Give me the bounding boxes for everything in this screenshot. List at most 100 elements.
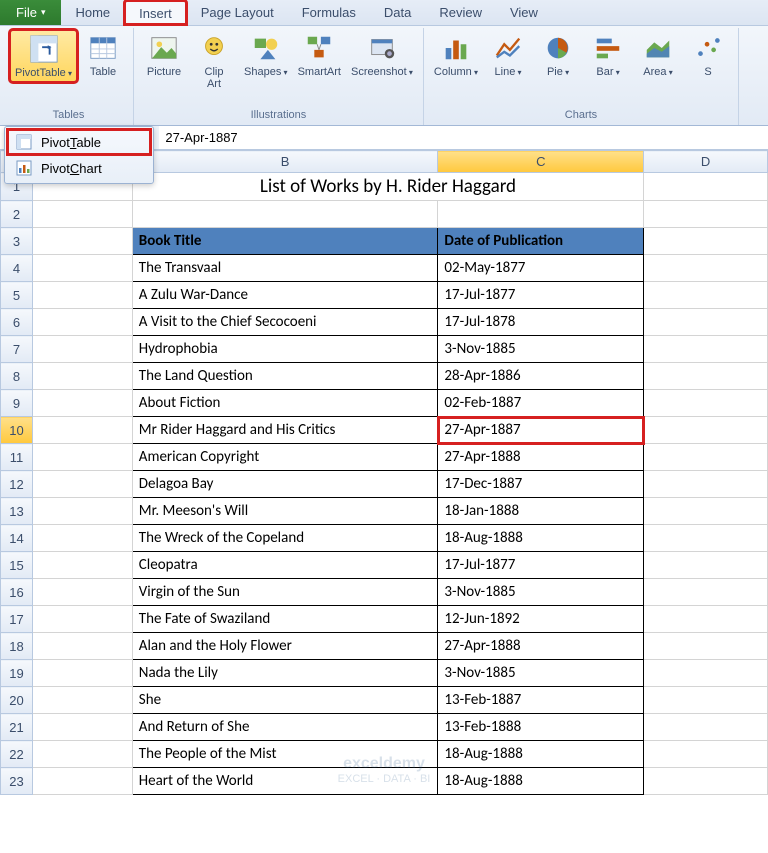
row-header-15[interactable]: 15 [1, 552, 33, 579]
cell[interactable] [644, 768, 768, 795]
cell[interactable] [644, 363, 768, 390]
cell[interactable] [32, 309, 132, 336]
cell[interactable] [644, 390, 768, 417]
row-header-19[interactable]: 19 [1, 660, 33, 687]
cell[interactable] [644, 606, 768, 633]
cell[interactable] [32, 471, 132, 498]
cell[interactable] [644, 336, 768, 363]
table-cell[interactable]: 3-Nov-1885 [438, 660, 644, 687]
bar-button[interactable]: Bar [584, 30, 632, 80]
table-cell[interactable]: Mr Rider Haggard and His Critics [132, 417, 438, 444]
cell[interactable] [644, 417, 768, 444]
tab-formulas[interactable]: Formulas [288, 0, 370, 25]
tab-review[interactable]: Review [425, 0, 496, 25]
cell[interactable] [32, 525, 132, 552]
cell[interactable] [32, 660, 132, 687]
cell[interactable] [32, 552, 132, 579]
cell[interactable] [32, 741, 132, 768]
cell[interactable] [644, 471, 768, 498]
table-cell[interactable]: A Visit to the Chief Secocoeni [132, 309, 438, 336]
table-cell[interactable]: About Fiction [132, 390, 438, 417]
table-cell[interactable]: Cleopatra [132, 552, 438, 579]
table-cell[interactable]: Alan and the Holy Flower [132, 633, 438, 660]
dropdown-pivottable[interactable]: PivotTable [7, 129, 151, 155]
cell[interactable] [644, 714, 768, 741]
cell[interactable] [644, 173, 768, 201]
row-header-20[interactable]: 20 [1, 687, 33, 714]
row-header-17[interactable]: 17 [1, 606, 33, 633]
table-cell[interactable]: Nada the Lily [132, 660, 438, 687]
row-header-14[interactable]: 14 [1, 525, 33, 552]
table-cell[interactable]: And Return of She [132, 714, 438, 741]
row-header-7[interactable]: 7 [1, 336, 33, 363]
table-button[interactable]: Table [79, 30, 127, 82]
table-cell[interactable]: 02-Feb-1887 [438, 390, 644, 417]
cell[interactable] [32, 444, 132, 471]
line-button[interactable]: Line [484, 30, 532, 80]
table-cell[interactable]: 18-Aug-1888 [438, 768, 644, 795]
table-header[interactable]: Book Title [132, 228, 438, 255]
cell[interactable] [438, 201, 644, 228]
table-cell[interactable]: 17-Dec-1887 [438, 471, 644, 498]
cell[interactable] [644, 228, 768, 255]
table-cell[interactable]: 13-Feb-1887 [438, 687, 644, 714]
table-cell[interactable]: 02-May-1877 [438, 255, 644, 282]
clipart-button[interactable]: ClipArt [190, 30, 238, 92]
cell[interactable] [644, 687, 768, 714]
cell[interactable] [644, 309, 768, 336]
row-header-13[interactable]: 13 [1, 498, 33, 525]
cell[interactable] [32, 255, 132, 282]
cell[interactable] [32, 363, 132, 390]
row-header-8[interactable]: 8 [1, 363, 33, 390]
row-header-18[interactable]: 18 [1, 633, 33, 660]
cell[interactable] [32, 633, 132, 660]
table-cell[interactable]: Hydrophobia [132, 336, 438, 363]
row-header-23[interactable]: 23 [1, 768, 33, 795]
spreadsheet[interactable]: ABCD1List of Works by H. Rider Haggard23… [0, 150, 768, 795]
row-header-4[interactable]: 4 [1, 255, 33, 282]
column-button[interactable]: Column [430, 30, 482, 80]
table-cell[interactable]: The Wreck of the Copeland [132, 525, 438, 552]
smartart-button[interactable]: SmartArt [294, 30, 345, 92]
table-cell[interactable]: 27-Apr-1888 [438, 633, 644, 660]
table-cell[interactable]: Virgin of the Sun [132, 579, 438, 606]
cell[interactable] [32, 336, 132, 363]
table-cell[interactable]: 18-Aug-1888 [438, 741, 644, 768]
row-header-22[interactable]: 22 [1, 741, 33, 768]
cell[interactable] [644, 633, 768, 660]
cell[interactable] [644, 255, 768, 282]
col-header-D[interactable]: D [644, 151, 768, 173]
row-header-12[interactable]: 12 [1, 471, 33, 498]
table-cell[interactable]: 12-Jun-1892 [438, 606, 644, 633]
cell[interactable] [32, 390, 132, 417]
table-cell[interactable]: 27-Apr-1887 [438, 417, 644, 444]
row-header-9[interactable]: 9 [1, 390, 33, 417]
cell[interactable] [32, 606, 132, 633]
table-cell[interactable]: Mr. Meeson's Will [132, 498, 438, 525]
table-cell[interactable]: 13-Feb-1888 [438, 714, 644, 741]
file-tab[interactable]: File [0, 0, 61, 25]
table-cell[interactable]: 18-Jan-1888 [438, 498, 644, 525]
dropdown-pivotchart[interactable]: PivotChart [7, 155, 151, 181]
cell[interactable] [644, 444, 768, 471]
cell[interactable] [32, 282, 132, 309]
table-cell[interactable]: 18-Aug-1888 [438, 525, 644, 552]
table-cell[interactable]: 3-Nov-1885 [438, 336, 644, 363]
tab-insert[interactable]: Insert [124, 0, 187, 25]
col-header-C[interactable]: C [438, 151, 644, 173]
table-cell[interactable]: A Zulu War-Dance [132, 282, 438, 309]
cell[interactable] [32, 687, 132, 714]
cell[interactable] [644, 498, 768, 525]
cell[interactable] [32, 768, 132, 795]
table-cell[interactable]: 3-Nov-1885 [438, 579, 644, 606]
cell[interactable] [32, 714, 132, 741]
row-header-16[interactable]: 16 [1, 579, 33, 606]
cell[interactable] [32, 498, 132, 525]
cell[interactable] [644, 552, 768, 579]
row-header-6[interactable]: 6 [1, 309, 33, 336]
table-cell[interactable]: 17-Jul-1877 [438, 552, 644, 579]
scatter-button[interactable]: S [684, 30, 732, 80]
title-cell[interactable]: List of Works by H. Rider Haggard [132, 173, 643, 201]
row-header-3[interactable]: 3 [1, 228, 33, 255]
table-cell[interactable]: Delagoa Bay [132, 471, 438, 498]
